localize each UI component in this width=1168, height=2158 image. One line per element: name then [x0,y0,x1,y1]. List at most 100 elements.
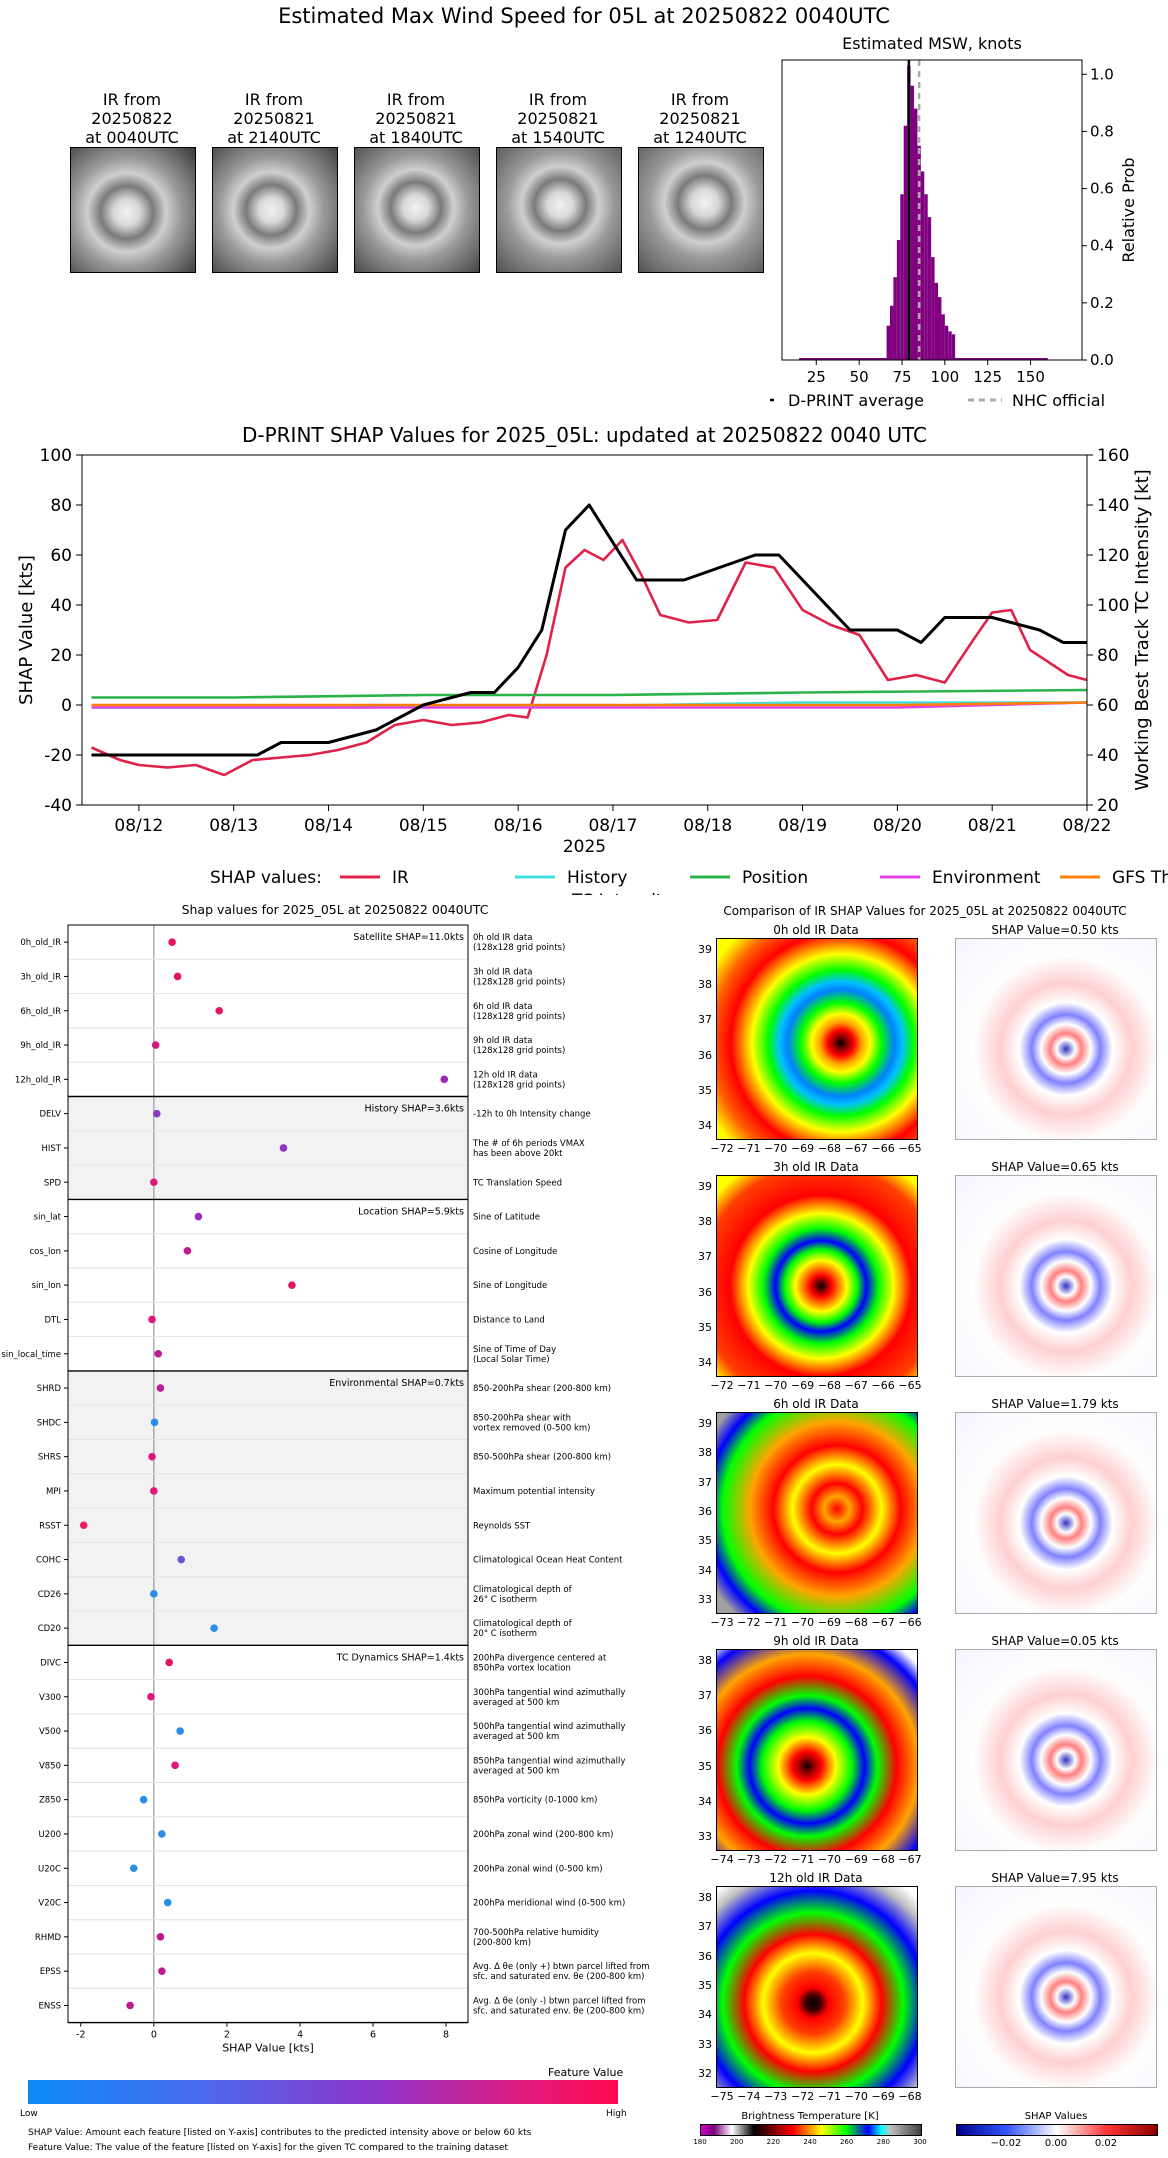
feature-label: CD26 [38,1590,61,1600]
feature-label: V20C [38,1899,61,1909]
feature-shap-point [440,1075,449,1084]
msw-histogram: Estimated MSW, knots 25 50 75 100 125 150 0.0 0.… [770,34,1138,410]
legend-label: History [567,868,627,888]
timeseries-title: D-PRINT SHAP Values for 2025_05L: update… [242,423,927,447]
ir-xtick-label: −72 [710,1142,734,1155]
shap-heatmap [955,938,1157,1140]
ir-heatmap [716,1175,918,1377]
xtick-label: 08/20 [873,816,922,836]
shap-panel-title: SHAP Value=7.95 kts [991,1871,1119,1885]
histogram-xtick-label: 75 [892,368,911,386]
shap-values-colorbar [956,2124,1158,2136]
xtick-label: 08/16 [494,816,543,836]
ir-xtick-label: −69 [817,1616,842,1629]
histogram-bar [951,334,956,360]
feature-description: 12h old IR data [473,1070,538,1080]
beeswarm-frame [67,924,469,2024]
ir-ytick-label: 34 [698,1356,712,1369]
feature-shap-point [288,1281,296,1289]
feature-shap-point [165,1658,173,1667]
xtick-label: 08/21 [968,816,1017,836]
histogram-bar [900,194,904,360]
ir-ytick-label: 38 [698,1654,712,1667]
ir-caption-line: at 1840UTC [369,128,463,147]
y2tick-label: 160 [1097,446,1129,466]
xtick-label: 08/22 [1063,816,1112,836]
feature-description: 850hPa tangential wind azimuthally [473,1756,625,1766]
ir-ytick-label: 34 [698,1563,712,1577]
histogram-xtick-label: 150 [1016,368,1045,386]
shap-heatmap [955,1412,1157,1614]
feature-label: DIVC [40,1658,61,1668]
feature-shap-point [79,1521,88,1530]
feature-value-colorbar [28,2080,618,2104]
feature-description: Avg. Δ θe (only +) btwn parcel lifted fr… [473,1962,650,1972]
histogram-bar [924,194,928,360]
feature-label: RSST [39,1521,62,1531]
shap-tick-label: −0.02 [990,2138,1022,2149]
ir-ytick-label: 36 [698,1505,712,1518]
feature-description: Maximum potential intensity [473,1487,595,1497]
ir-thumbnail-image [496,147,622,273]
feature-shap-point [129,1864,138,1873]
ir-ytick-label: 38 [698,1891,712,1904]
feature-description: 850-500hPa shear (200-800 km) [473,1453,611,1463]
feature-label: CD20 [38,1624,61,1634]
bt-tick-label: 220 [766,2138,781,2146]
ir-ytick-label: 38 [698,1215,712,1229]
beeswarm-xtick-label: -2 [76,2030,85,2041]
ir-panel-title: 3h old IR Data [773,1160,859,1174]
histogram-ytick-label: 0.4 [1090,237,1114,255]
ir-caption-line: IR from [102,90,162,109]
histogram-bar [934,282,938,360]
feature-description: 200hPa divergence centered at [473,1653,607,1663]
feature-description: Climatological Ocean Heat Content [473,1556,623,1566]
feature-shap-point [156,1384,165,1392]
histogram-ytick-label: 0.6 [1090,180,1114,198]
ir-caption-line: IR from [386,90,446,109]
ir-xtick-label: −69 [790,1379,815,1392]
y2tick-label: 40 [1097,746,1119,766]
main-title: Estimated Max Wind Speed for 05L at 2025… [278,4,890,28]
shap-panel-title: SHAP Value=1.79 kts [991,1397,1119,1411]
histogram-xtick-label: 125 [973,368,1002,386]
ir-ytick-label: 35 [698,1979,712,1992]
ir-caption-line: 20250822 [91,109,173,128]
group-title: Location SHAP=5.9kts [358,1206,464,1217]
shap-heatmap [955,1649,1157,1851]
feature-shap-point [194,1212,203,1221]
feature-description: Reynolds SST [473,1521,531,1531]
footnote-shap: SHAP Value: Amount each feature [listed … [28,2128,532,2138]
ir-ytick-label: 35 [698,1534,712,1548]
histogram-bar [920,171,925,360]
ytick-label: -40 [44,796,72,816]
histogram-ytick-label: 0.0 [1090,351,1114,369]
ir-caption-line: 20250821 [659,109,741,128]
ir-ytick-label: 35 [698,1083,712,1097]
xtick-label: 08/12 [114,816,163,836]
histogram-bar [944,325,949,360]
feature-description: Sine of Latitude [473,1213,540,1223]
legend-dprint-label: D-PRINT average [788,391,924,410]
feature-description: (128x128 grid points) [473,1046,565,1056]
feature-shap-point [150,1487,158,1495]
feature-description: (Local Solar Time) [473,1355,550,1365]
feature-description: (128x128 grid points) [473,1080,565,1090]
y2tick-label: 100 [1097,596,1129,616]
ir-caption-line: 20250821 [517,109,599,128]
ir-ytick-label: 36 [698,1048,712,1062]
comparison-title: Comparison of IR SHAP Values for 2025_05… [723,904,1127,918]
feature-description: Sine of Longitude [473,1281,547,1291]
ir-xtick-label: −70 [764,1142,788,1155]
shap-values-title: SHAP Values [1024,2111,1088,2122]
shap-heatmap [955,1175,1157,1377]
feature-description: TC Translation Speed [472,1178,562,1188]
xtick-label: 08/17 [588,816,637,836]
ir-panel-title: 0h old IR Data [773,923,859,937]
ir-ytick-label: 39 [698,943,712,956]
ir-xtick-label: −72 [710,1379,734,1392]
ir-xtick-label: −66 [871,1142,895,1155]
ir-xtick-label: −67 [898,1853,922,1866]
feature-description: averaged at 500 km [473,1766,559,1776]
feature-description: 850hPa vortex location [473,1663,571,1673]
